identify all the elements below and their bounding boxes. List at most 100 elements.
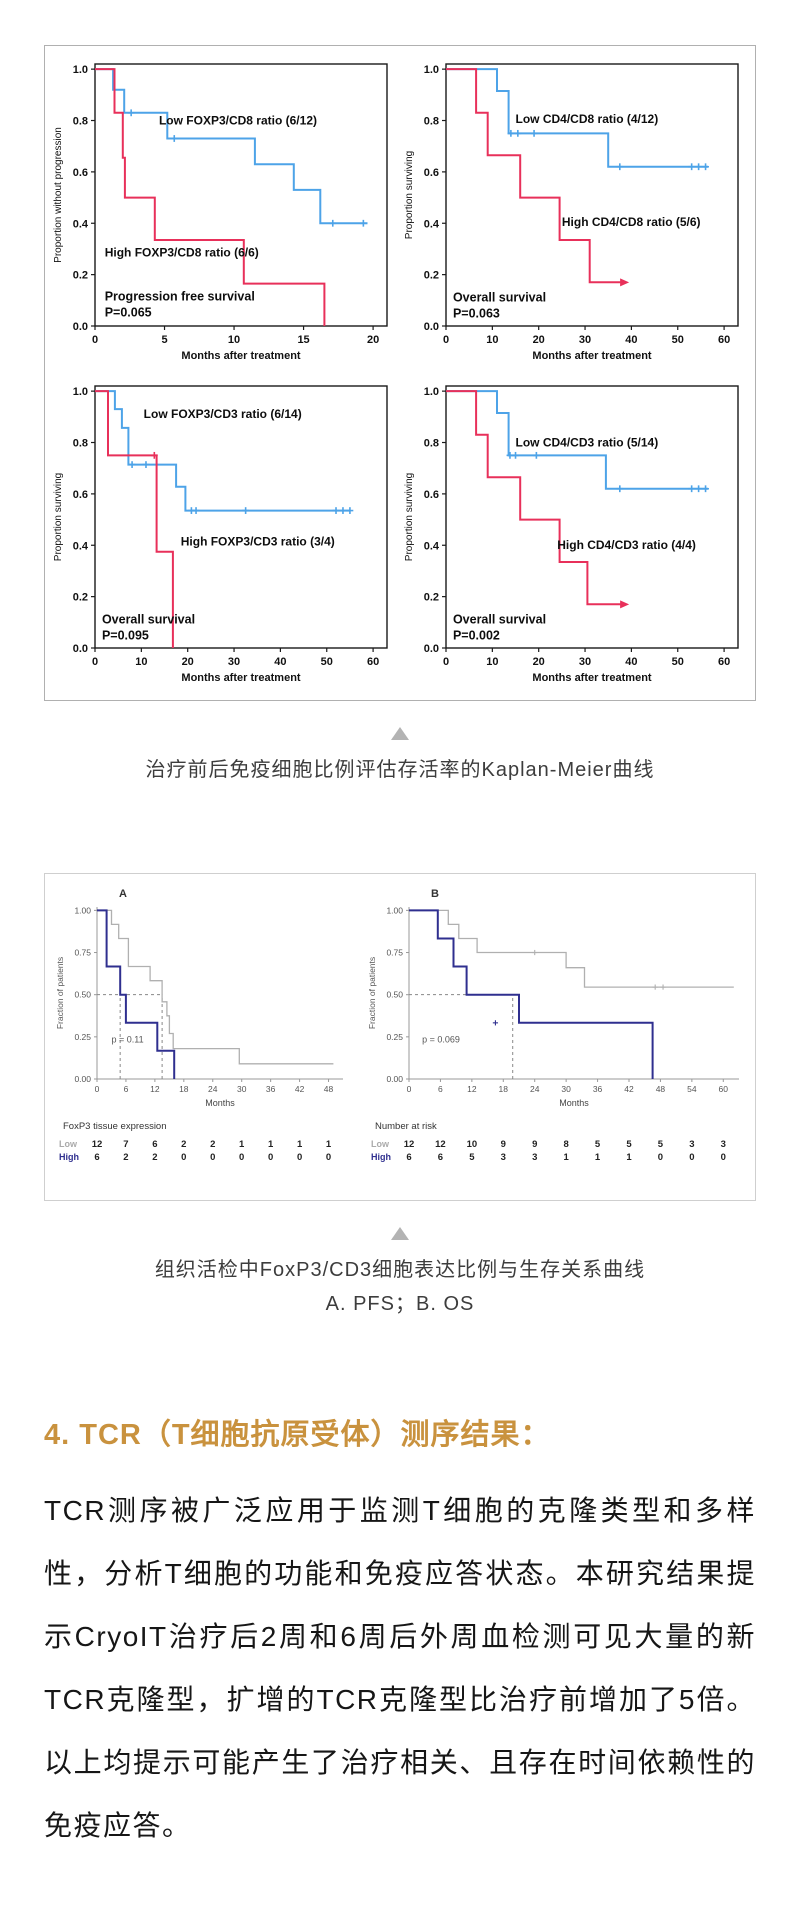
svg-text:Low FOXP3/CD8 ratio (6/12): Low FOXP3/CD8 ratio (6/12) (159, 113, 317, 127)
svg-text:0.4: 0.4 (73, 218, 89, 230)
svg-text:5: 5 (658, 1139, 664, 1150)
svg-text:3: 3 (532, 1152, 537, 1163)
svg-text:Overall survival: Overall survival (453, 291, 546, 305)
svg-text:30: 30 (579, 334, 591, 346)
svg-text:FoxP3 tissue expression: FoxP3 tissue expression (63, 1121, 167, 1132)
svg-text:p = 0.11: p = 0.11 (111, 1035, 143, 1045)
svg-text:High FOXP3/CD3 ratio (3/4): High FOXP3/CD3 ratio (3/4) (181, 534, 335, 548)
svg-text:24: 24 (208, 1084, 218, 1094)
svg-text:1: 1 (563, 1152, 569, 1163)
svg-text:0: 0 (443, 334, 449, 346)
svg-text:10: 10 (228, 334, 240, 346)
svg-text:0.4: 0.4 (73, 540, 89, 552)
svg-text:Months after treatment: Months after treatment (181, 350, 301, 362)
panel-os-cd4-cd3: 0 10 20 30 40 50 60 1.0 0.8 0.6 0.4 0.2 0.0 Months af… (404, 385, 739, 684)
svg-text:5: 5 (469, 1152, 475, 1163)
svg-text:0.50: 0.50 (74, 990, 91, 1000)
svg-text:1.0: 1.0 (424, 64, 439, 76)
svg-text:Number at risk: Number at risk (375, 1121, 437, 1132)
svg-text:0.8: 0.8 (73, 116, 88, 128)
svg-text:High: High (59, 1152, 79, 1162)
svg-text:50: 50 (672, 656, 684, 668)
svg-text:2: 2 (210, 1139, 215, 1150)
svg-text:20: 20 (533, 334, 545, 346)
svg-text:30: 30 (579, 656, 591, 668)
svg-text:12: 12 (467, 1084, 477, 1094)
svg-text:B: B (431, 888, 439, 900)
svg-text:P=0.065: P=0.065 (105, 305, 152, 319)
svg-text:0.8: 0.8 (73, 438, 88, 450)
svg-text:3: 3 (501, 1152, 506, 1163)
svg-text:0.4: 0.4 (424, 218, 440, 230)
svg-text:5: 5 (161, 334, 167, 346)
svg-text:High: High (371, 1152, 391, 1162)
svg-text:6: 6 (124, 1084, 129, 1094)
svg-text:0.75: 0.75 (386, 948, 403, 958)
svg-text:40: 40 (274, 656, 286, 668)
svg-text:1: 1 (626, 1152, 632, 1163)
svg-text:0.50: 0.50 (386, 990, 403, 1000)
svg-text:0.75: 0.75 (74, 948, 91, 958)
figure2-caption-line2: A. PFS；B. OS (325, 1293, 475, 1315)
svg-text:Progression free survival: Progression free survival (105, 289, 255, 303)
svg-text:54: 54 (687, 1084, 697, 1094)
svg-text:48: 48 (656, 1084, 666, 1094)
svg-text:6: 6 (94, 1152, 99, 1163)
panel-pfs-foxp3-cd8: 0 5 10 15 20 1.0 0.8 0.6 0.4 0.2 0.0 Months after t… (53, 63, 388, 362)
svg-text:1: 1 (268, 1139, 274, 1150)
svg-text:Months: Months (205, 1098, 235, 1108)
svg-text:42: 42 (295, 1084, 305, 1094)
svg-text:2: 2 (152, 1152, 157, 1163)
svg-text:0: 0 (689, 1152, 694, 1163)
svg-text:12: 12 (435, 1139, 446, 1150)
svg-text:48: 48 (324, 1084, 334, 1094)
svg-text:8: 8 (563, 1139, 568, 1150)
section-paragraph: TCR测序被广泛应用于监测T细胞的克隆类型和多样性，分析T细胞的功能和免疫应答状… (44, 1495, 756, 1841)
figure2-caption: 组织活检中FoxP3/CD3细胞表达比例与生存关系曲线 A. PFS；B. OS (44, 1253, 756, 1321)
svg-text:0: 0 (721, 1152, 726, 1163)
svg-text:9: 9 (501, 1139, 506, 1150)
svg-text:6: 6 (438, 1152, 443, 1163)
svg-text:60: 60 (718, 334, 730, 346)
svg-text:1.0: 1.0 (73, 64, 88, 76)
svg-text:24: 24 (530, 1084, 540, 1094)
collapse-triangle-icon (391, 727, 409, 740)
svg-text:6: 6 (406, 1152, 411, 1163)
panel-b-os: 0 6 12 18 24 30 36 42 48 54 601.000.750.500.250.00… (367, 888, 739, 1163)
survival-figure-2: 0 6 12 18 24 30 36 42 48 1.00 0.75 0.50 0.25 0.00 Mont… (44, 873, 756, 1201)
svg-text:36: 36 (593, 1084, 603, 1094)
figure1-caption: 治疗前后免疫细胞比例评估存活率的Kaplan-Meier曲线 (145, 759, 655, 781)
svg-text:42: 42 (624, 1084, 634, 1094)
svg-text:0.2: 0.2 (73, 592, 88, 604)
svg-text:40: 40 (625, 656, 637, 668)
svg-text:Proportion surviving: Proportion surviving (53, 473, 64, 561)
svg-text:Overall survival: Overall survival (102, 613, 195, 627)
svg-text:60: 60 (367, 656, 379, 668)
svg-text:1.00: 1.00 (74, 905, 91, 915)
svg-text:Proportion surviving: Proportion surviving (404, 473, 415, 561)
svg-text:60: 60 (718, 656, 730, 668)
svg-text:Months after treatment: Months after treatment (532, 350, 652, 362)
svg-text:0: 0 (326, 1152, 331, 1163)
svg-text:10: 10 (486, 656, 498, 668)
svg-text:0.0: 0.0 (424, 643, 439, 655)
svg-text:0.6: 0.6 (424, 489, 439, 501)
svg-text:P=0.002: P=0.002 (453, 629, 500, 643)
svg-text:0: 0 (297, 1152, 302, 1163)
svg-text:12: 12 (92, 1139, 103, 1150)
svg-text:0.0: 0.0 (424, 321, 439, 333)
svg-text:18: 18 (179, 1084, 189, 1094)
svg-text:2: 2 (181, 1139, 186, 1150)
svg-text:1.0: 1.0 (73, 386, 88, 398)
svg-text:9: 9 (532, 1139, 537, 1150)
svg-text:Overall survival: Overall survival (453, 613, 546, 627)
svg-text:20: 20 (533, 656, 545, 668)
svg-text:Low: Low (59, 1139, 78, 1149)
svg-text:50: 50 (672, 334, 684, 346)
svg-text:0: 0 (95, 1084, 100, 1094)
svg-text:Months: Months (559, 1098, 589, 1108)
svg-text:0.6: 0.6 (424, 167, 439, 179)
svg-text:High CD4/CD3 ratio (4/4): High CD4/CD3 ratio (4/4) (557, 538, 696, 552)
svg-text:Months after treatment: Months after treatment (532, 672, 652, 684)
km-figure-1: 0 5 10 15 20 1.0 0.8 0.6 0.4 0.2 0.0 Months after t… (44, 45, 756, 701)
